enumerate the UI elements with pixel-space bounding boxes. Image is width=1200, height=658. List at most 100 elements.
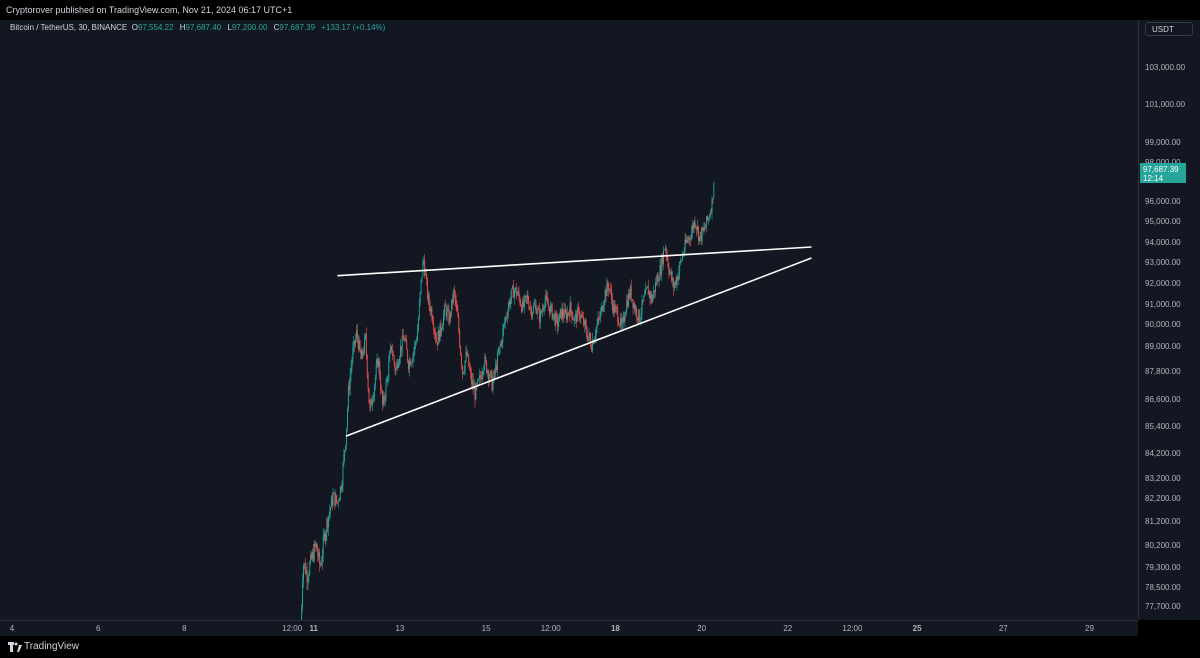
- candle-body: [343, 454, 345, 465]
- candle-body: [602, 306, 604, 311]
- candle-body: [480, 377, 482, 380]
- candle-body: [708, 216, 710, 218]
- candle-body: [518, 291, 520, 297]
- candle-body: [404, 339, 406, 341]
- candle-body: [609, 289, 611, 290]
- candle-body: [347, 385, 349, 409]
- time-tick-label: 18: [611, 624, 620, 633]
- candle-body: [466, 352, 468, 356]
- candle-body: [615, 306, 617, 308]
- candle-body: [623, 316, 625, 322]
- candle-body: [701, 227, 703, 241]
- high-label: H: [179, 23, 186, 32]
- candle-body: [585, 324, 587, 334]
- candle-body: [318, 551, 320, 557]
- candle-body: [582, 316, 584, 318]
- candle-body: [630, 285, 632, 300]
- candle-body: [507, 308, 509, 317]
- candle-body: [512, 285, 514, 289]
- candle-body: [632, 299, 634, 308]
- candle-body: [663, 249, 665, 251]
- candle-body: [359, 340, 361, 352]
- resistance-trendline[interactable]: [337, 246, 812, 277]
- candle-body: [618, 321, 620, 325]
- candle-body: [312, 551, 314, 561]
- candle-body: [427, 295, 429, 299]
- candle-body: [422, 261, 424, 277]
- candle-body: [542, 309, 544, 310]
- candle-body: [494, 371, 496, 374]
- candle-body: [514, 290, 515, 298]
- candle-body: [515, 287, 517, 296]
- candle-body: [672, 278, 673, 281]
- candle-body: [478, 378, 480, 380]
- candle-body: [490, 371, 492, 373]
- high-value: 97,687.40: [185, 23, 222, 32]
- candle-body: [495, 364, 497, 374]
- candle-body: [540, 311, 541, 323]
- price-tick-label: 84,200.00: [1145, 449, 1181, 458]
- candle-body: [598, 317, 600, 319]
- candle-body: [470, 372, 472, 384]
- candle-body: [612, 303, 614, 311]
- candle-body: [570, 302, 572, 311]
- candle-body: [519, 296, 521, 304]
- candle-body: [449, 313, 451, 324]
- candlestick-chart[interactable]: [0, 20, 1138, 637]
- price-tick-label: 78,500.00: [1145, 583, 1181, 592]
- candle-body: [617, 309, 619, 322]
- price-tick-label: 94,000.00: [1145, 238, 1181, 247]
- candle-body: [448, 309, 450, 324]
- candle-body: [681, 255, 683, 261]
- candle-body: [393, 355, 395, 364]
- candle-body: [386, 378, 388, 383]
- candle-body: [492, 381, 494, 391]
- candle-body: [311, 551, 313, 559]
- candle-body: [604, 290, 606, 302]
- candle-body: [551, 304, 553, 319]
- candle-body: [663, 249, 664, 265]
- candle-body: [646, 288, 647, 289]
- candle-body: [415, 342, 417, 344]
- candle-body: [456, 304, 458, 312]
- candle-body: [572, 318, 574, 320]
- candle-body: [530, 307, 532, 309]
- candle-body: [444, 305, 446, 307]
- candle-body: [657, 275, 659, 282]
- candle-body: [309, 562, 311, 575]
- candle-body: [355, 330, 357, 339]
- close-value: 97,687.39: [279, 23, 316, 32]
- candle-body: [560, 309, 562, 319]
- time-tick-label: 22: [783, 624, 792, 633]
- price-axis[interactable]: USDT 103,000.00 101,000.00 99,000.00 98,000…: [1138, 20, 1200, 620]
- candle-body: [320, 562, 322, 566]
- chart-area[interactable]: Bitcoin / TetherUS, 30, BINANCE O97,554.…: [0, 20, 1138, 637]
- candle-body: [654, 282, 656, 293]
- tradingview-brand: TradingView: [24, 641, 80, 652]
- candle-body: [412, 354, 414, 362]
- candle-body: [681, 260, 682, 261]
- candle-body: [619, 317, 621, 326]
- candle-body: [426, 278, 428, 299]
- time-axis[interactable]: 4 6 8 12:00 11 13 15 12:00 18 20 22 12:00 25 27 29: [0, 620, 1138, 637]
- candle-body: [435, 338, 437, 343]
- candle-body: [602, 305, 603, 311]
- candle-body: [324, 533, 326, 541]
- candle-body: [643, 296, 645, 302]
- candle-body: [365, 334, 367, 356]
- candle-body: [547, 298, 549, 305]
- support-trendline[interactable]: [345, 257, 812, 437]
- candle-body: [477, 379, 479, 385]
- price-tick-label: 82,200.00: [1145, 494, 1181, 503]
- candle-body: [369, 402, 371, 408]
- candle-body: [325, 532, 327, 541]
- candle-body: [619, 324, 620, 326]
- candle-body: [390, 345, 392, 354]
- candle-body: [421, 276, 423, 280]
- candle-body: [362, 350, 364, 355]
- candle-body: [380, 377, 382, 391]
- candle-body: [481, 374, 483, 380]
- currency-selector[interactable]: USDT: [1145, 22, 1193, 36]
- candle-body: [316, 543, 318, 552]
- candle-body: [366, 355, 368, 375]
